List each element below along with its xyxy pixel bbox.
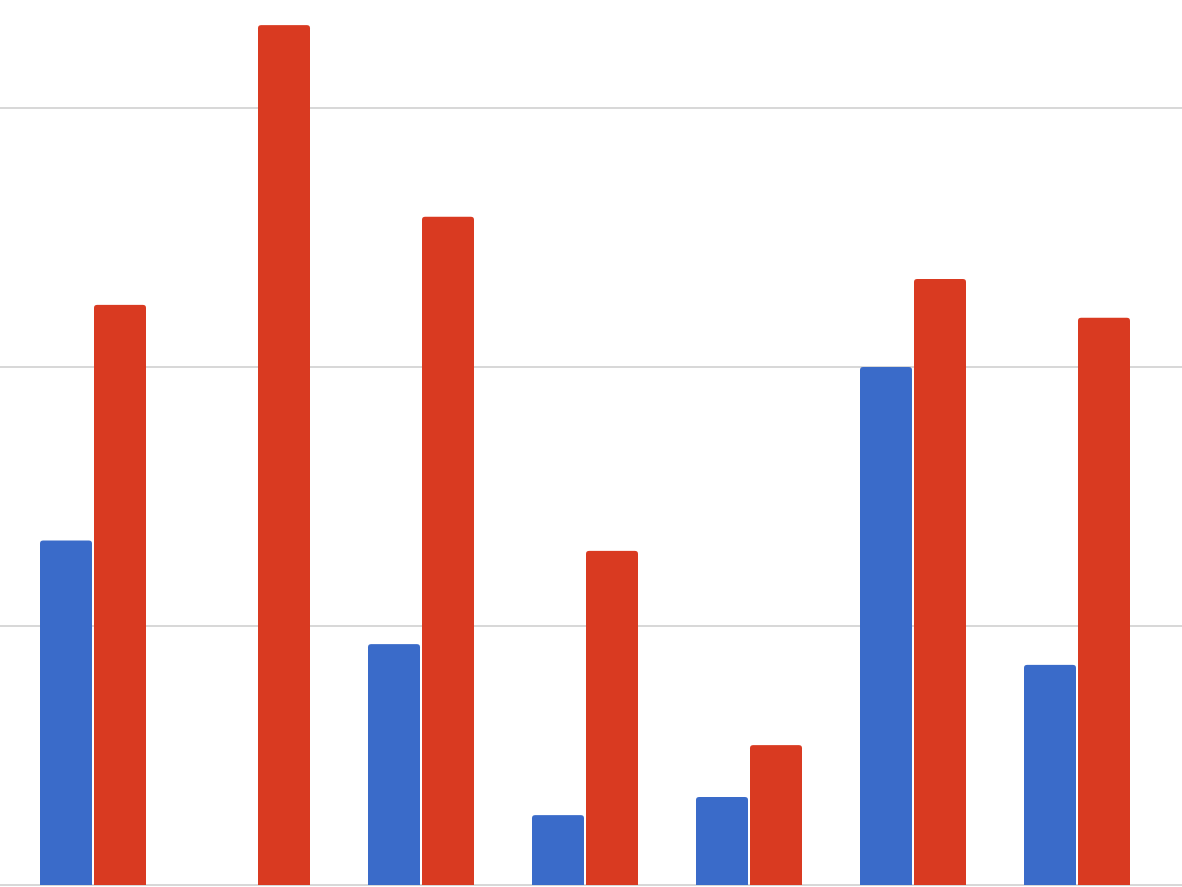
bar — [1024, 664, 1076, 885]
bar — [914, 278, 966, 886]
bar — [860, 367, 912, 885]
bar — [94, 304, 146, 885]
bar — [368, 644, 420, 885]
bar — [40, 540, 92, 885]
bar — [532, 815, 584, 885]
bar — [750, 745, 802, 885]
bar — [258, 25, 310, 885]
bar — [696, 796, 748, 885]
bar — [422, 216, 474, 885]
bar — [1078, 317, 1130, 885]
bar — [586, 550, 638, 885]
